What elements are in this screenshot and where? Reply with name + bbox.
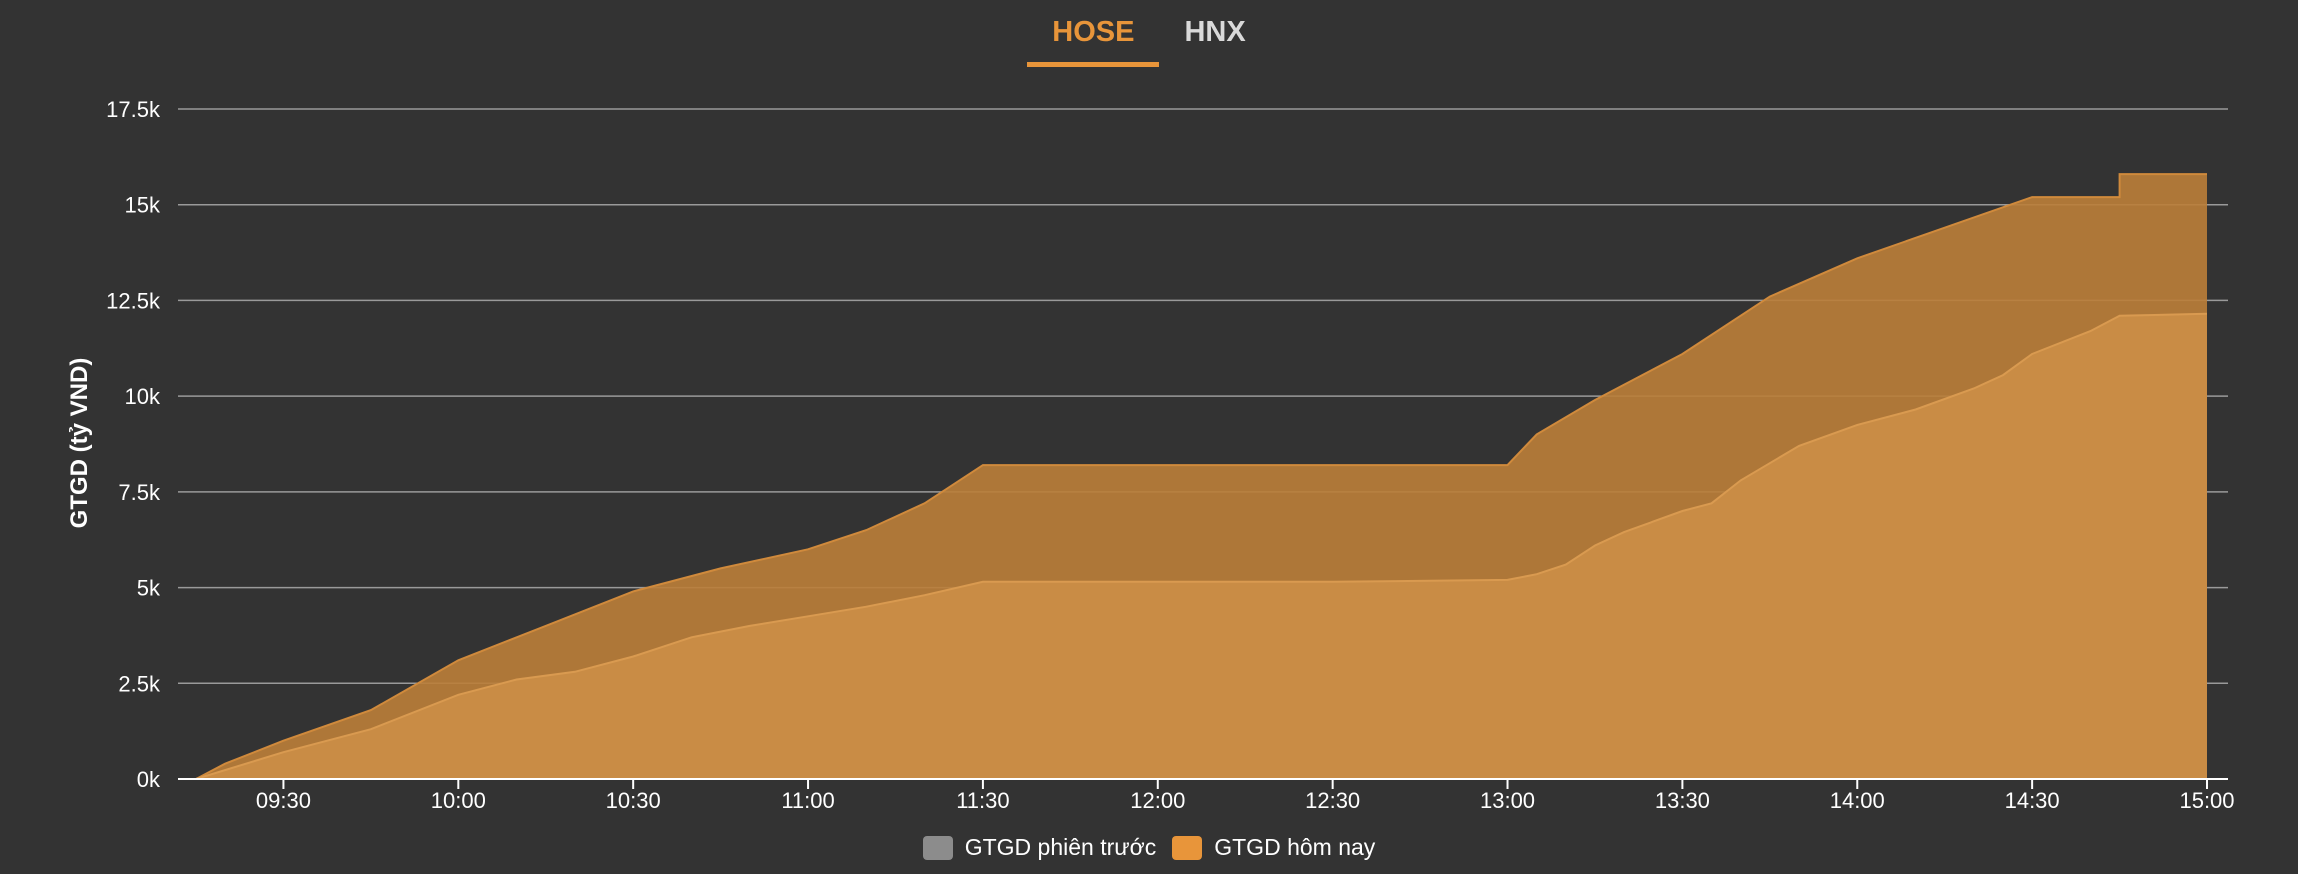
line-previous-session <box>195 312 2208 780</box>
x-tick-label: 12:30 <box>1305 788 1360 813</box>
legend-label-previous: GTGD phiên trước <box>964 834 1157 860</box>
x-tick-label: 10:00 <box>431 788 486 813</box>
x-tick-label: 11:00 <box>781 788 834 813</box>
area-previous-session <box>196 313 2207 779</box>
y-tick-label: 17.5k <box>106 97 161 122</box>
y-tick-label: 5k <box>137 576 161 601</box>
y-tick-label: 12.5k <box>106 288 161 313</box>
x-tick-label: 13:30 <box>1655 788 1710 813</box>
x-tick-label: 15:00 <box>2179 788 2234 813</box>
tab-hose[interactable]: HOSE <box>1027 0 1160 67</box>
y-tick-label: 2.5k <box>118 671 161 696</box>
y-tick-label: 7.5k <box>118 480 161 505</box>
legend: GTGD phiên trước GTGD hôm nay <box>0 834 2298 861</box>
x-tick-label: 11:30 <box>956 788 1009 813</box>
y-tick-label: 15k <box>125 193 161 218</box>
x-tick-label: 13:00 <box>1480 788 1535 813</box>
x-tick-label: 10:30 <box>606 788 661 813</box>
y-tick-label: 0k <box>137 767 161 792</box>
legend-label-today: GTGD hôm nay <box>1214 834 1376 860</box>
legend-item-today[interactable]: GTGD hôm nay <box>1172 834 1375 861</box>
exchange-tabs: HOSE HNX <box>0 0 2298 70</box>
x-tick-label: 14:00 <box>1830 788 1885 813</box>
y-axis-label: GTGD (tỷ VND) <box>66 358 93 529</box>
x-tick-label: 14:30 <box>2005 788 2060 813</box>
line-today <box>195 173 2207 780</box>
series-areas <box>195 173 2208 780</box>
x-tick-label: 09:30 <box>256 788 311 813</box>
axes: 0k 2.5k 5k 7.5k 10k 12.5k 15k 17.5k 09:30 10:00 10… <box>106 97 2234 813</box>
tab-hnx[interactable]: HNX <box>1184 16 1246 48</box>
legend-swatch-previous <box>922 835 953 860</box>
x-tick-label: 12:00 <box>1130 788 1185 813</box>
legend-item-previous-session[interactable]: GTGD phiên trước <box>922 834 1157 861</box>
legend-swatch-today <box>1172 835 1203 860</box>
y-tick-label: 10k <box>125 384 161 409</box>
